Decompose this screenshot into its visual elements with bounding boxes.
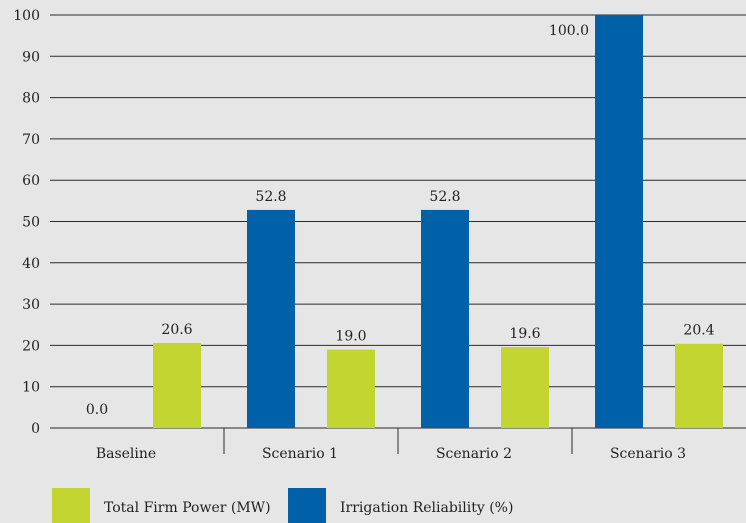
y-tick-label: 90 [22, 49, 40, 65]
data-label: 100.0 [549, 23, 589, 39]
bars [153, 15, 723, 428]
bar [595, 15, 643, 428]
y-axis-tick-labels: 0 10 20 30 40 50 60 70 80 90 100 [13, 8, 40, 437]
x-axis: Baseline Scenario 1 Scenario 2 Scenario 3 [96, 428, 686, 462]
bar [421, 209, 469, 428]
y-tick-label: 80 [22, 91, 40, 107]
bar [327, 349, 375, 428]
y-tick-label: 30 [22, 297, 40, 313]
x-tick-label: Scenario 1 [262, 446, 338, 462]
data-label: 19.0 [335, 329, 366, 345]
x-tick-label: Scenario 2 [436, 446, 512, 462]
legend-swatch [52, 488, 90, 523]
legend-swatch [288, 488, 326, 523]
legend-label: Irrigation Reliability (%) [340, 500, 513, 516]
data-label: 52.8 [429, 189, 460, 205]
data-label: 0.0 [86, 402, 108, 418]
data-label: 20.6 [161, 322, 192, 338]
x-tick-label: Baseline [96, 446, 156, 462]
data-label: 20.4 [683, 323, 714, 339]
y-tick-label: 100 [13, 8, 40, 24]
y-tick-label: 0 [31, 421, 40, 437]
bar [153, 342, 201, 428]
legend-label: Total Firm Power (MW) [104, 500, 271, 516]
data-labels: 0.0 20.6 52.8 19.0 52.8 19.6 100.0 20.4 [86, 23, 715, 418]
bar [247, 209, 295, 428]
y-tick-label: 10 [22, 380, 40, 396]
y-tick-label: 70 [22, 132, 40, 148]
data-label: 19.6 [509, 326, 540, 342]
bar [675, 343, 723, 428]
y-tick-label: 20 [22, 338, 40, 354]
y-tick-label: 40 [22, 256, 40, 272]
y-tick-label: 50 [22, 215, 40, 231]
y-tick-label: 60 [22, 173, 40, 189]
legend: Total Firm Power (MW) Irrigation Reliabil… [52, 488, 513, 523]
x-tick-label: Scenario 3 [610, 446, 686, 462]
data-label: 52.8 [255, 189, 286, 205]
bar [501, 347, 549, 428]
